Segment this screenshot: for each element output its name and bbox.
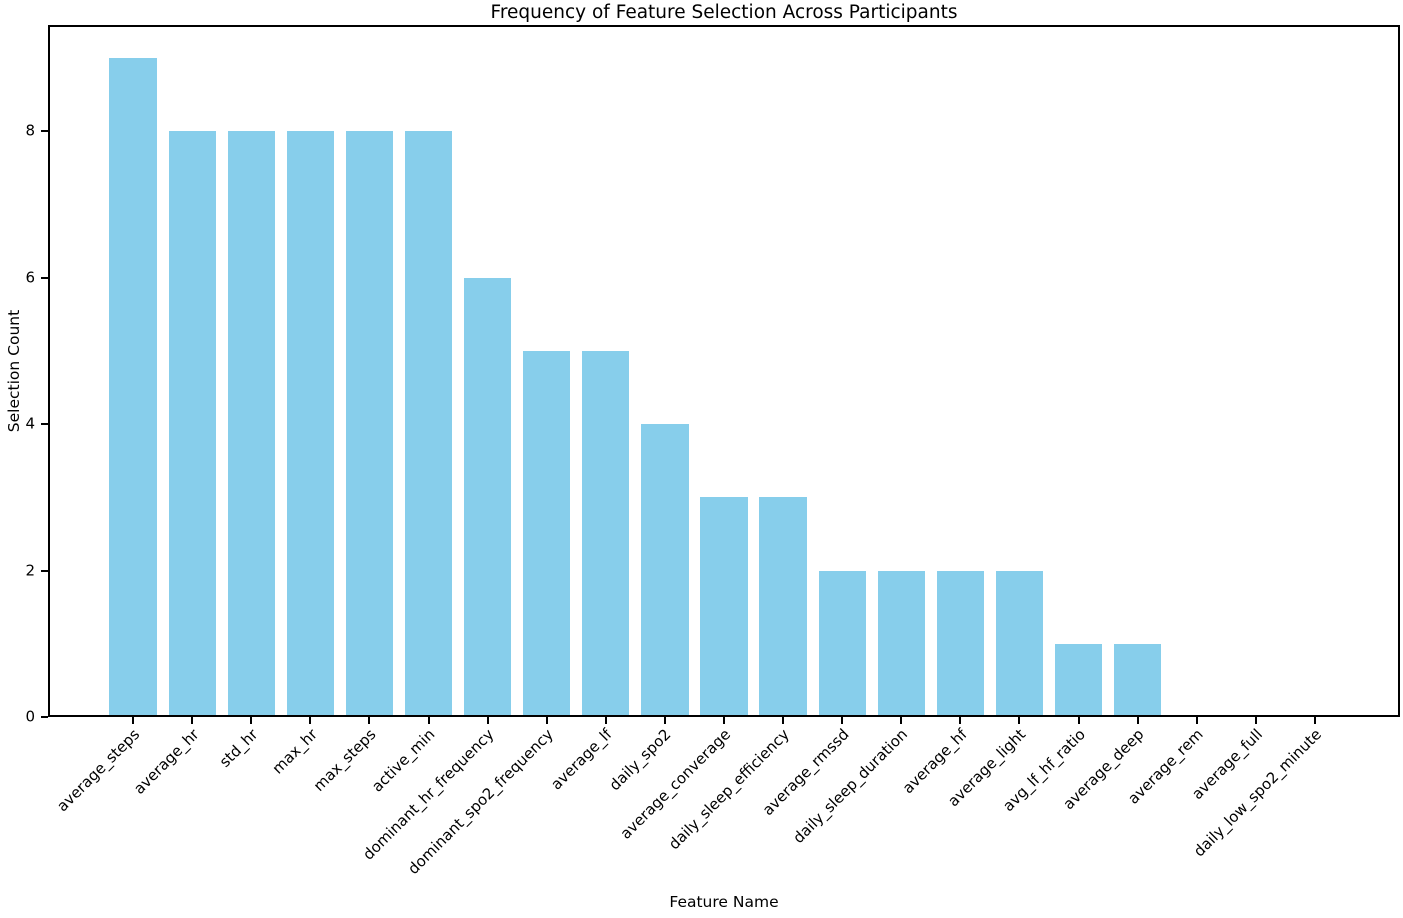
y-tick-label: 6 [25, 268, 35, 287]
x-tick-mark [486, 717, 489, 724]
bar-std_hr [227, 131, 275, 717]
bar-average_rmssd [818, 570, 866, 717]
x-tick-label: average_converage [616, 725, 735, 843]
x-tick-mark [368, 717, 371, 724]
bar-daily_sleep_efficiency [759, 497, 807, 717]
y-tick-label: 0 [25, 707, 35, 726]
chart-title: Frequency of Feature Selection Across Pa… [490, 2, 958, 23]
bar-active_min [404, 131, 453, 717]
y-tick-label: 8 [25, 121, 35, 140]
x-tick-mark [1077, 717, 1080, 724]
x-tick-mark [663, 717, 666, 724]
x-tick-mark [723, 717, 725, 724]
bar-average_converage [700, 497, 748, 717]
x-tick-mark [1313, 717, 1316, 724]
y-tick-mark [41, 423, 48, 426]
x-tick-mark [545, 717, 548, 724]
y-tick-mark [41, 276, 48, 279]
y-tick-mark [41, 716, 48, 718]
bar-max_steps [345, 131, 394, 717]
x-tick-mark [959, 717, 962, 724]
bar-average_hr [168, 131, 216, 717]
x-tick-mark [604, 717, 607, 724]
bar-average_lf [582, 350, 630, 717]
x-tick-mark [1195, 717, 1198, 724]
x-tick-mark [132, 717, 135, 724]
x-tick-label: average_steps [53, 725, 144, 816]
x-tick-mark [191, 717, 194, 724]
plot-area [48, 25, 1400, 717]
bar-daily_sleep_duration [877, 570, 925, 717]
bar-dominant_spo2_frequency [523, 350, 571, 717]
bar-average_hf [936, 570, 984, 717]
x-tick-mark [841, 717, 844, 724]
x-tick-mark [782, 717, 785, 724]
y-tick-label: 4 [25, 414, 35, 433]
x-tick-mark [250, 717, 253, 724]
x-tick-mark [900, 717, 903, 724]
bar-average_deep [1114, 643, 1162, 717]
y-tick-label: 2 [25, 561, 35, 580]
y-tick-mark [41, 569, 48, 572]
x-tick-mark [1136, 717, 1139, 724]
bar-dominant_hr_frequency [464, 277, 512, 717]
x-tick-label: average_lf [547, 725, 616, 794]
bar-average_light [995, 570, 1044, 717]
x-tick-label: daily_sleep_duration [789, 725, 912, 847]
x-tick-mark [309, 717, 312, 724]
bar-max_hr [286, 131, 334, 717]
x-tick-label: max_hr [268, 725, 321, 778]
bars-layer [48, 25, 1400, 717]
bar-average_steps [109, 57, 157, 717]
y-tick-mark [41, 130, 48, 133]
bar-avg_lf_hf_ratio [1054, 643, 1103, 717]
x-axis-label: Feature Name [669, 893, 779, 911]
bar-daily_spo2 [641, 424, 689, 717]
x-tick-label: std_hr [215, 725, 262, 771]
x-tick-mark [1018, 717, 1021, 724]
x-tick-mark [427, 717, 430, 724]
y-axis-label: Selection Count [5, 309, 23, 433]
x-tick-mark [1254, 717, 1257, 724]
